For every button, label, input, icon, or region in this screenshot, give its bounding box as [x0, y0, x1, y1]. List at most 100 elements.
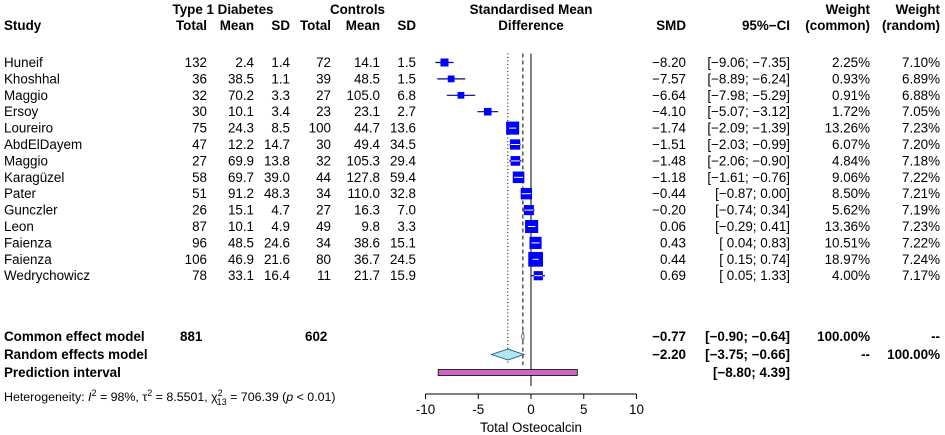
cell-c-sd: 2.7	[397, 104, 416, 119]
cell-ci: [ 0.15; 0.74]	[719, 252, 790, 267]
common-diamond	[521, 330, 525, 343]
cell-t1-sd: 24.6	[264, 235, 290, 250]
table-row: Huneif 132 2.4 1.4 72 14.1 1.5 −8.20 2.25% 7.10% […	[4, 55, 940, 70]
cell-t1-total: 26	[192, 203, 207, 218]
cell-ci: [−8.89; −6.24]	[707, 71, 790, 86]
header-weight-common-1: Weight	[826, 2, 871, 17]
cell-c-mean: 36.7	[354, 252, 380, 267]
x-tick-label: 5	[580, 402, 587, 417]
study-name: Leon	[4, 219, 34, 234]
cell-c-mean: 21.7	[354, 268, 380, 283]
cell-smd-text: −1.51	[652, 137, 686, 152]
cell-t1-mean: 91.2	[228, 186, 254, 201]
cell-c-total: 11	[317, 268, 331, 283]
cell-w-common: 1.72%	[832, 104, 870, 119]
cell-c-total: 39	[316, 71, 331, 86]
cell-t1-mean: 48.5	[228, 235, 254, 250]
cell-c-sd: 32.8	[390, 186, 416, 201]
cell-w-random: 7.22%	[902, 235, 940, 250]
cell-w-random: 7.17%	[902, 268, 940, 283]
cell-w-random: 6.89%	[902, 71, 940, 86]
effect-square	[440, 58, 449, 67]
cell-w-random: 7.10%	[902, 55, 940, 70]
x-tick-label: 0	[527, 402, 534, 417]
cell-smd-text: −4.10	[652, 104, 686, 119]
cell-w-random: 7.19%	[902, 203, 940, 218]
cell-t1-mean: 69.9	[228, 153, 254, 168]
cell-t1-total: 106	[185, 252, 207, 267]
random-diamond	[490, 348, 526, 361]
cell-w-random: 7.18%	[902, 153, 940, 168]
study-name: Loureiro	[4, 121, 53, 136]
header-weight-random-2: (random)	[882, 18, 940, 33]
cell-t1-sd: 3.3	[271, 88, 290, 103]
cell-c-mean: 38.6	[354, 235, 380, 250]
cell-t1-total: 75	[192, 121, 207, 136]
common-label: Common effect model	[4, 329, 145, 344]
cell-w-common: 2.25%	[832, 55, 870, 70]
cell-t1-sd: 4.9	[271, 219, 290, 234]
cell-t1-total: 30	[192, 104, 207, 119]
cell-c-total: 27	[316, 203, 331, 218]
study-name: Ersoy	[4, 104, 39, 119]
cell-c-total: 32	[316, 153, 331, 168]
table-row: Wedrychowicz 78 33.1 16.4 11 21.7 15.9 0.69 4.00…	[4, 268, 940, 283]
study-name: Huneif	[4, 55, 43, 70]
cell-c-mean: 127.8	[346, 170, 380, 185]
cell-t1-total: 78	[192, 268, 207, 283]
cell-c-sd: 6.8	[397, 88, 416, 103]
cell-t1-sd: 16.4	[264, 268, 291, 283]
header-t1-mean: Mean	[220, 18, 254, 33]
cell-ci: [−2.06; −0.90]	[707, 153, 790, 168]
cell-t1-mean: 10.1	[228, 219, 254, 234]
cell-smd-text: −7.57	[652, 71, 686, 86]
header-weight-common-2: (common)	[805, 18, 870, 33]
common-w-random: --	[931, 329, 940, 344]
cell-ci: [−5.07; −3.12]	[707, 104, 790, 119]
effect-square	[457, 91, 465, 99]
prediction-ci: [−8.80; 4.39]	[713, 365, 790, 380]
cell-w-common: 4.00%	[832, 268, 870, 283]
cell-t1-mean: 69.7	[228, 170, 254, 185]
study-name: Wedrychowicz	[4, 268, 90, 283]
cell-t1-total: 87	[192, 219, 207, 234]
heterogeneity-text: Heterogeneity: I2 = 98%, τ2 = 8.5501, χ2…	[4, 388, 336, 407]
common-effect-row: Common effect model 881 602 −0.77 [−0.90; −0…	[4, 329, 940, 344]
table-row: Faienza 96 48.5 24.6 34 38.6 15.1 0.43 10.51% 7.2…	[4, 235, 940, 250]
cell-t1-mean: 15.1	[228, 203, 254, 218]
cell-c-total: 34	[316, 235, 331, 250]
cell-c-mean: 49.4	[354, 137, 381, 152]
study-name: Khoshhal	[4, 71, 60, 86]
cell-smd-text: −1.48	[652, 153, 686, 168]
cell-w-common: 8.50%	[832, 186, 870, 201]
x-axis: -10 -5 0 5 10	[416, 393, 644, 417]
cell-smd-text: −8.20	[652, 55, 686, 70]
cell-ci: [−7.98; −5.29]	[707, 88, 790, 103]
cell-t1-sd: 1.4	[271, 55, 290, 70]
cell-ci: [−2.03; −0.99]	[707, 137, 790, 152]
cell-t1-total: 58	[192, 170, 207, 185]
cell-ci: [−0.29; 0.41]	[715, 219, 790, 234]
effect-square	[483, 107, 492, 116]
table-row: Maggio 32 70.2 3.3 27 105.0 6.8 −6.64 0.91% 6.88%…	[4, 88, 940, 103]
cell-w-common: 18.97%	[825, 252, 871, 267]
cell-c-sd: 3.3	[397, 219, 416, 234]
cell-smd-text: 0.69	[660, 268, 686, 283]
cell-c-total: 80	[316, 252, 331, 267]
cell-c-sd: 1.5	[397, 55, 416, 70]
cell-ci: [−2.09; −1.39]	[707, 121, 790, 136]
effect-square	[447, 75, 455, 83]
header-c-mean: Mean	[346, 18, 380, 33]
cell-c-total: 34	[316, 186, 331, 201]
random-effect-row: Random effects model −2.20 [−3.75; −0.66] -…	[4, 347, 940, 362]
cell-w-common: 9.06%	[832, 170, 870, 185]
header-t1-sd: SD	[271, 18, 290, 33]
cell-t1-sd: 1.1	[271, 71, 290, 86]
cell-c-total: 27	[316, 88, 331, 103]
cell-t1-sd: 4.7	[271, 203, 290, 218]
prediction-bar	[437, 369, 578, 376]
header-group1: Type 1 Diabetes	[173, 2, 274, 17]
cell-t1-sd: 8.5	[271, 121, 290, 136]
cell-c-total: 100	[309, 121, 331, 136]
